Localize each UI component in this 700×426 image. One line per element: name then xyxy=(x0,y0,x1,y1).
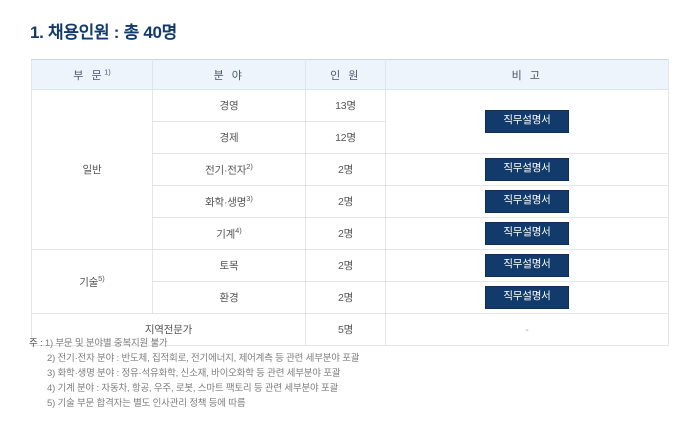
page-title: 1. 채용인원 : 총 40명 xyxy=(30,23,177,42)
count-label: 2명 xyxy=(337,228,354,240)
table-body: 일반 경영 13명 직무설명서 경제 12명 전기·전자2) 2명 직무설명서 xyxy=(31,89,669,346)
count-cell: 2명 xyxy=(305,217,386,250)
remarks-dash: - xyxy=(525,324,529,336)
field-label: 경영 xyxy=(219,100,239,112)
field-sup: 3) xyxy=(246,193,253,203)
remarks-cell: 직무설명서 xyxy=(385,281,669,314)
footnote-item: 2) 전기·전자 분야 : 반도체, 집적회로, 전기에너지, 제어계측 등 관… xyxy=(47,353,360,364)
table-row-regional-specialist: 지역전문가 5명 - xyxy=(31,313,669,346)
footnotes: 주 : 1) 부문 및 분야별 중복지원 불가 2) 전기·전자 분야 : 반도… xyxy=(29,336,669,411)
count-cell: 2명 xyxy=(305,153,386,186)
column-header-field: 분 야 xyxy=(152,59,306,90)
count-label: 2명 xyxy=(337,164,354,176)
footnote-item: 3) 화학·생명 분야 : 정유·석유화학, 신소재, 바이오화학 등 관련 세… xyxy=(47,368,341,379)
table-row: 기술5) 토목 2명 직무설명서 xyxy=(31,249,669,314)
table-row: 전기·전자2) 2명 직무설명서 xyxy=(32,153,669,186)
field-label: 환경 xyxy=(219,292,239,304)
table-header: 부 문1) 분 야 인 원 비 고 xyxy=(31,59,669,90)
group-label-technical: 기술 xyxy=(79,276,99,289)
table-row: 경제 12명 xyxy=(32,121,669,154)
footnote-item: 1) 부문 및 분야별 중복지원 불가 xyxy=(44,338,168,349)
remarks-cell: 직무설명서 xyxy=(385,89,669,154)
count-label: 2명 xyxy=(337,292,354,304)
footnote-row: 2) 전기·전자 분야 : 반도체, 집적회로, 전기에너지, 제어계측 등 관… xyxy=(29,351,669,366)
group-label-technical-sup: 5) xyxy=(98,273,105,283)
field-sup: 4) xyxy=(235,225,242,235)
column-header-division-label: 부 문 xyxy=(73,69,105,82)
recruitment-table-container: 부 문1) 분 야 인 원 비 고 일반 경영 13명 직무설명서 경제 xyxy=(31,59,669,346)
field-label: 화학·생명 xyxy=(205,196,247,209)
job-description-button[interactable]: 직무설명서 xyxy=(485,286,569,309)
field-cell-regional-specialist: 지역전문가 xyxy=(31,313,306,346)
field-cell: 경영 xyxy=(152,89,306,122)
field-cell: 토목 xyxy=(152,249,306,282)
column-header-remarks: 비 고 xyxy=(385,59,669,90)
table-row: 일반 경영 13명 직무설명서 xyxy=(31,89,669,250)
remarks-cell: 직무설명서 xyxy=(385,249,669,282)
count-label: 2명 xyxy=(337,196,354,208)
footnote-row: 4) 기계 분야 : 자동차, 항공, 우주, 로봇, 스마트 팩토리 등 관련… xyxy=(29,381,669,396)
column-header-count-label: 인 원 xyxy=(330,69,361,82)
count-cell: 2명 xyxy=(305,185,386,218)
job-description-button[interactable]: 직무설명서 xyxy=(485,254,569,277)
column-header-division: 부 문1) xyxy=(31,59,153,90)
footnote-item: 4) 기계 분야 : 자동차, 항공, 우주, 로봇, 스마트 팩토리 등 관련… xyxy=(47,383,339,394)
column-header-division-sup: 1) xyxy=(104,66,111,76)
footnote-item: 5) 기술 부문 합격자는 별도 인사관리 정책 등에 따름 xyxy=(47,398,246,409)
recruitment-table: 부 문1) 분 야 인 원 비 고 일반 경영 13명 직무설명서 경제 xyxy=(31,59,669,346)
count-cell: 13명 xyxy=(305,89,386,122)
field-label: 전기·전자 xyxy=(205,164,247,177)
remarks-cell: 직무설명서 xyxy=(385,217,669,250)
remarks-cell: 직무설명서 xyxy=(385,185,669,218)
job-description-button[interactable]: 직무설명서 xyxy=(485,190,569,213)
group-label-general: 일반 xyxy=(82,164,102,176)
footnote-row: 3) 화학·생명 분야 : 정유·석유화학, 신소재, 바이오화학 등 관련 세… xyxy=(29,366,669,381)
count-label: 2명 xyxy=(337,260,354,272)
group-cell-general: 일반 xyxy=(31,89,153,250)
count-cell: 2명 xyxy=(305,281,386,314)
count-label: 12명 xyxy=(335,132,356,144)
field-label: 토목 xyxy=(219,260,239,272)
field-cell: 경제 xyxy=(152,121,306,154)
field-label: 지역전문가 xyxy=(144,324,193,336)
footnote-row: 5) 기술 부문 합격자는 별도 인사관리 정책 등에 따름 xyxy=(29,396,669,411)
count-label: 13명 xyxy=(335,100,356,112)
field-cell: 전기·전자2) xyxy=(152,153,306,186)
column-header-field-label: 분 야 xyxy=(213,69,245,82)
column-header-remarks-label: 비 고 xyxy=(511,69,543,82)
table-header-row: 부 문1) 분 야 인 원 비 고 xyxy=(31,59,669,90)
footnote-row: 주 : 1) 부문 및 분야별 중복지원 불가 xyxy=(29,336,669,351)
field-cell: 화학·생명3) xyxy=(152,185,306,218)
remarks-cell: 직무설명서 xyxy=(385,153,669,186)
job-description-button[interactable]: 직무설명서 xyxy=(485,222,569,245)
column-header-count: 인 원 xyxy=(305,59,386,90)
count-cell: 2명 xyxy=(305,249,386,282)
count-label: 5명 xyxy=(337,324,354,336)
table-row: 기계4) 2명 직무설명서 xyxy=(32,217,669,250)
field-label: 기계 xyxy=(216,228,236,241)
table-row: 환경 2명 직무설명서 xyxy=(32,281,669,314)
job-description-button[interactable]: 직무설명서 xyxy=(485,110,569,133)
field-sup: 2) xyxy=(246,161,253,171)
field-label: 경제 xyxy=(219,132,239,144)
footnote-lead: 주 : xyxy=(29,338,45,349)
remarks-cell: - xyxy=(385,313,669,346)
field-cell: 환경 xyxy=(152,281,306,314)
count-cell: 12명 xyxy=(305,121,386,154)
group-cell-technical: 기술5) xyxy=(31,249,153,314)
field-cell: 기계4) xyxy=(152,217,306,250)
count-cell: 5명 xyxy=(305,313,386,346)
job-description-button[interactable]: 직무설명서 xyxy=(485,158,569,181)
